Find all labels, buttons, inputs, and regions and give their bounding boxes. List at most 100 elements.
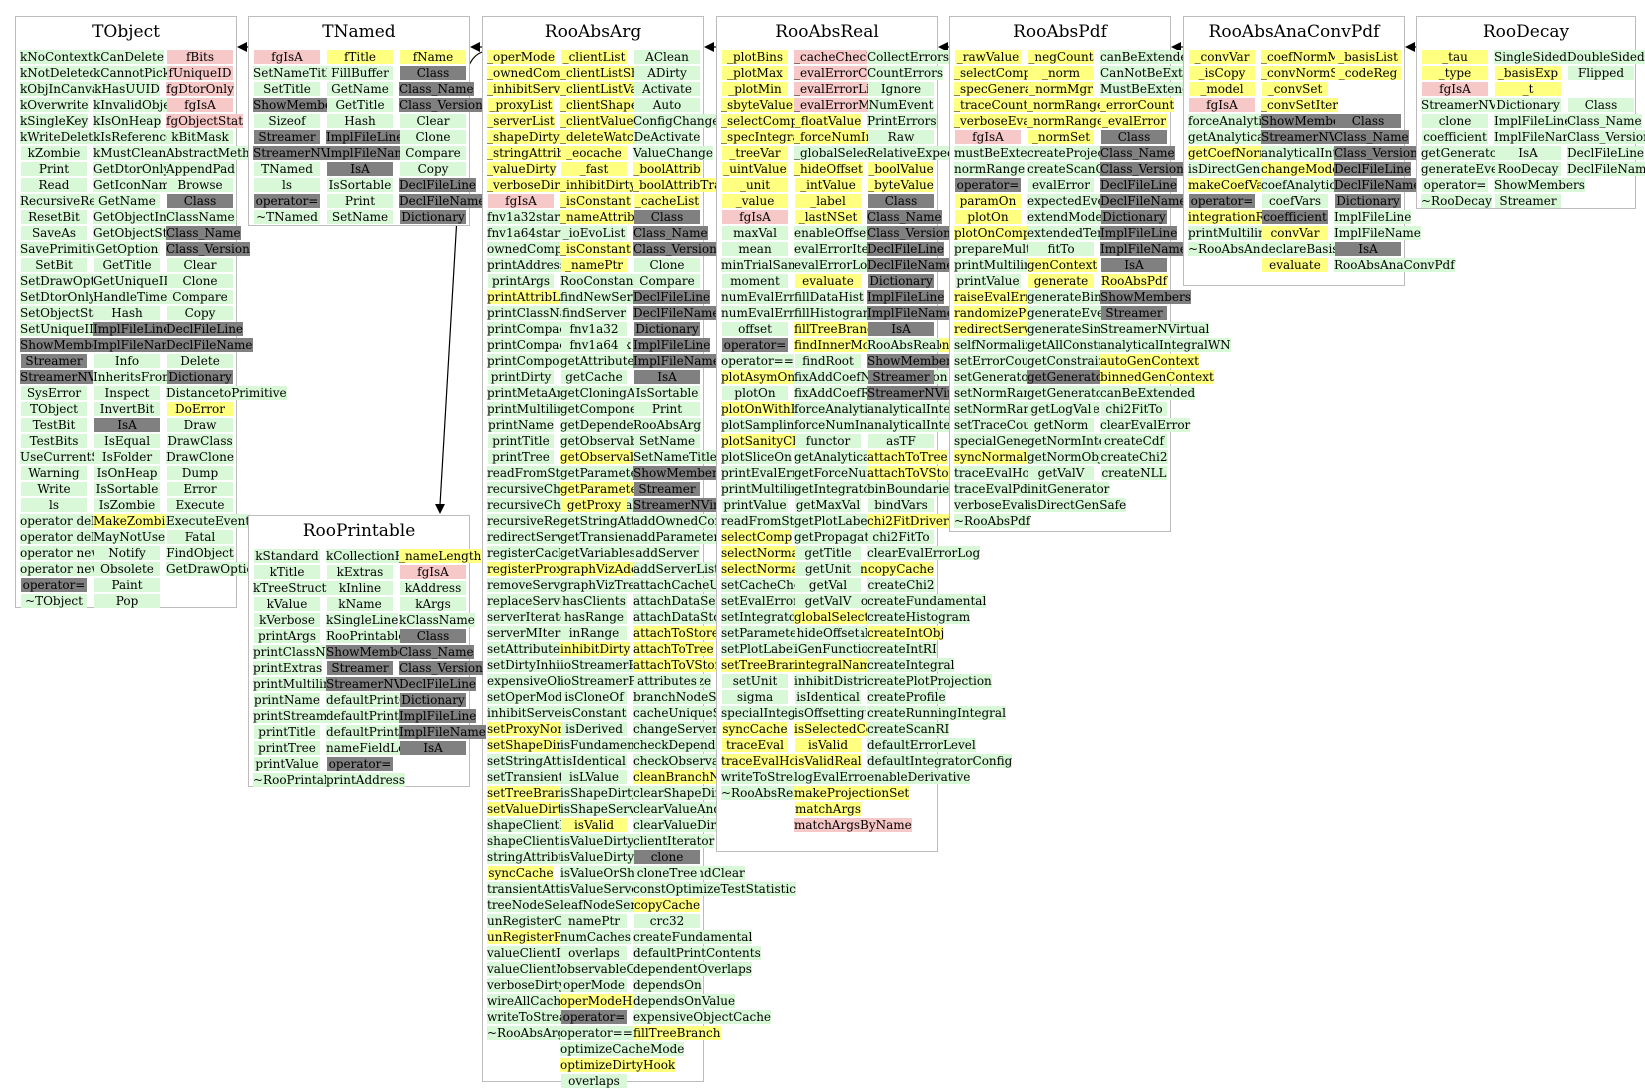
member-cell: IsFolder	[93, 448, 161, 464]
member-label: Pop	[94, 593, 160, 608]
member-label: _normMgr	[1028, 81, 1094, 96]
member-cell: printEvalErrors	[721, 464, 817, 480]
member-label: ~TObject	[21, 593, 87, 608]
member-cell: _codeReg	[1334, 64, 1402, 80]
member-cell: valueClientIterator	[487, 944, 604, 960]
member-cell: MayNotUse	[93, 528, 166, 544]
member-label: IsA	[327, 161, 393, 176]
member-cell: setTreeBranchStatus	[487, 784, 616, 800]
member-cell: Copy	[166, 304, 234, 320]
member-cell: Class	[1100, 128, 1168, 144]
member-cell: makeProjectionSet	[794, 784, 910, 800]
member-cell: printMultiline	[487, 400, 572, 416]
member-label: plotSliceOn	[721, 449, 792, 464]
member-cell: _unit	[721, 176, 789, 192]
member-cell: expectedEvents	[1027, 192, 1124, 208]
member-label: Class_Name	[166, 225, 241, 240]
member-cell: analyticalIntegral	[867, 400, 975, 416]
member-label: Clear	[167, 257, 233, 272]
member-cell: SetDrawOption	[20, 272, 115, 288]
member-label: Compare	[167, 289, 233, 304]
member-cell: ClassName	[166, 208, 235, 224]
member-cell: kArgs	[399, 595, 467, 611]
member-cell: Class_Name	[633, 224, 708, 240]
member-label: _selectComp	[954, 65, 1032, 80]
member-label: SingleSided	[1494, 49, 1567, 64]
member-cell: moment	[721, 272, 789, 288]
member-label: attachToStore	[633, 625, 719, 640]
member-label: syncCache	[722, 721, 788, 736]
member-cell: recursiveCheckDependents	[487, 480, 655, 496]
member-label: ImplFileName	[867, 305, 954, 320]
member-label: _boolValue	[868, 161, 934, 176]
member-cell: enableDerivative	[867, 768, 971, 784]
member-label: printMultiline	[487, 401, 572, 416]
member-label: inhibitDirty	[560, 641, 631, 656]
member-label: overlaps	[561, 945, 627, 960]
member-label: fgIsA	[722, 209, 788, 224]
member-cell: plotOnCompSelect	[954, 224, 1069, 240]
member-label: Print	[327, 193, 393, 208]
member-cell: extendedTerm	[1027, 224, 1115, 240]
member-label: operMode	[561, 977, 627, 992]
member-cell: fgIsA	[166, 96, 234, 112]
member-label: Dictionary	[1495, 97, 1561, 112]
member-label: printTree	[254, 740, 320, 755]
member-label: kExtras	[327, 564, 393, 579]
member-label: ImplFileName	[1334, 225, 1421, 240]
member-label: ~RooDecay	[1421, 193, 1492, 208]
member-cell: GetOption	[93, 240, 161, 256]
member-cell: IsA	[867, 320, 935, 336]
member-label: Error	[167, 481, 233, 496]
member-label: ImplFileName	[633, 353, 720, 368]
member-label: DeclFileLine	[867, 241, 945, 256]
class-box-rooabsanaconvpdf: RooAbsAnaConvPdf _convVar _isCopy _model fgI…	[1183, 16, 1455, 286]
member-cell: GetObjectInfo	[93, 208, 179, 224]
member-cell: getCoefNorm	[1188, 144, 1271, 160]
member-cell: specialGeneratorConfig	[954, 432, 1099, 448]
member-cell: leafNodeServerList	[560, 896, 679, 912]
member-cell: ownedComponents	[487, 240, 604, 256]
member-label: clearEvalErrorLog	[867, 545, 981, 560]
member-label: chi2FitTo	[868, 529, 934, 544]
member-cell: ValueChange	[633, 144, 713, 160]
member-label: Hash	[327, 113, 393, 128]
member-cell: _normRange	[1027, 96, 1105, 112]
member-label: Copy	[400, 161, 466, 176]
member-label: IsA	[1101, 257, 1167, 272]
member-cell: expensiveObjectCache	[487, 672, 626, 688]
member-cell: setGeneratorConfig	[954, 368, 1075, 384]
member-cell: cacheUniqueSuffix	[633, 704, 748, 720]
member-label: expensiveObjectCache	[633, 1009, 772, 1024]
member-cell: chi2FitTo	[1100, 400, 1168, 416]
member-label: kName	[327, 596, 393, 611]
member-label: isShapeServer	[560, 801, 649, 816]
member-cell: printValue	[253, 755, 321, 771]
member-cell: isValueDirtyAndClear	[560, 848, 692, 864]
member-cell: setAttribute	[487, 640, 561, 656]
member-column: _basisList _codeReg Class Class_Name Class_V…	[1334, 48, 1455, 272]
member-label: traceEvalPdf	[954, 481, 1033, 496]
member-cell: getCloningAncestors	[560, 384, 688, 400]
member-cell: DoError	[166, 400, 234, 416]
member-cell: Class_Version	[1334, 144, 1418, 160]
member-cell: SetName	[633, 432, 701, 448]
member-label: ~RooPrintable	[253, 772, 343, 787]
member-cell: printComponentTree	[487, 352, 615, 368]
member-label: getGenerator	[1421, 145, 1503, 160]
member-cell: _type	[1421, 64, 1489, 80]
member-label: _label	[795, 193, 861, 208]
member-label: RooAbsReal	[867, 337, 941, 352]
member-label: DeclFileLine	[633, 289, 711, 304]
member-label: TestBits	[21, 433, 87, 448]
member-cell: Clone	[633, 256, 701, 272]
member-label: FillBuffer	[327, 65, 393, 80]
member-cell: getProxy	[560, 496, 628, 512]
member-cell: Print	[633, 400, 701, 416]
member-label: _evalError	[1101, 113, 1167, 128]
member-label: syncCache	[488, 865, 554, 880]
member-cell: Class	[867, 192, 935, 208]
member-cell: cloneTree	[633, 864, 701, 880]
member-label: kInline	[327, 580, 393, 595]
member-cell: _verboseDirty	[487, 176, 572, 192]
